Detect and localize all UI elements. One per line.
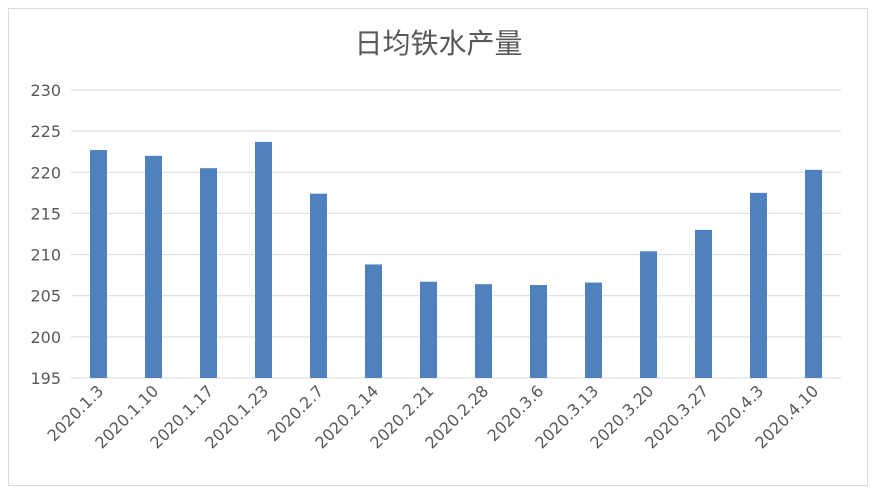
y-tick-label: 225 [30, 122, 61, 141]
y-tick-label: 200 [30, 328, 61, 347]
bar [750, 192, 767, 378]
bar [695, 229, 712, 378]
bar [420, 281, 437, 378]
bar [310, 193, 327, 378]
bar [255, 141, 272, 378]
y-tick-label: 210 [30, 246, 61, 265]
y-tick-label: 205 [30, 287, 61, 306]
y-tick-label: 230 [30, 81, 61, 100]
chart-title: 日均铁水产量 [354, 27, 523, 60]
bar [200, 168, 217, 378]
bar [365, 264, 382, 378]
y-tick-label: 195 [30, 369, 61, 388]
bar [640, 251, 657, 378]
bar [90, 150, 107, 378]
bar [530, 285, 547, 378]
bar [145, 155, 162, 378]
bar [585, 282, 602, 378]
bar [475, 284, 492, 378]
bar [805, 169, 822, 378]
y-tick-label: 215 [30, 204, 61, 223]
y-tick-label: 220 [30, 163, 61, 182]
